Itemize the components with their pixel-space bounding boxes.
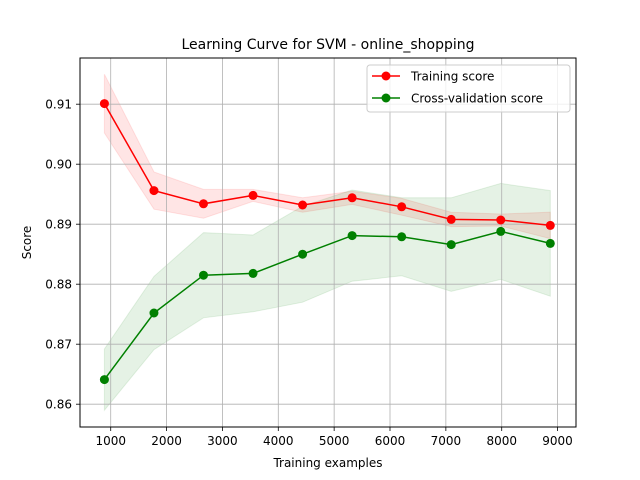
x-tick-label-5: 6000 — [375, 434, 406, 448]
legend-marker-1 — [381, 93, 391, 103]
legend-label-0: Training score — [410, 70, 494, 84]
plot-frame — [79, 57, 577, 428]
point-0-4 — [298, 200, 308, 210]
point-0-6 — [397, 202, 407, 212]
point-1-2 — [198, 270, 208, 280]
point-0-0 — [99, 99, 109, 109]
point-0-1 — [149, 186, 159, 196]
point-1-9 — [545, 238, 555, 248]
point-0-3 — [248, 190, 258, 200]
chart-title: Learning Curve for SVM - online_shopping — [181, 37, 474, 53]
x-tick-label-0: 1000 — [95, 434, 126, 448]
y-axis-label: Score — [20, 226, 34, 260]
series-lines — [99, 99, 555, 385]
x-tick-label-6: 7000 — [431, 434, 462, 448]
series-line-0 — [103, 103, 551, 227]
x-tick-label-7: 8000 — [486, 434, 517, 448]
point-1-5 — [347, 231, 357, 241]
point-0-7 — [446, 214, 456, 224]
legend: Training score Cross-validation score — [366, 64, 571, 113]
point-0-9 — [545, 220, 555, 230]
x-tick-label-8: 9000 — [542, 434, 573, 448]
series-line-1 — [103, 230, 551, 381]
y-tick-label-1: 0.87 — [45, 338, 72, 352]
legend-label-1: Cross-validation score — [411, 92, 543, 106]
legend-marker-0 — [381, 71, 391, 81]
y-tick-label-2: 0.88 — [45, 278, 72, 292]
point-1-3 — [248, 268, 258, 278]
y-tick-label-0: 0.86 — [45, 398, 72, 412]
axis-ticks: 1000 2000 3000 4000 5000 6000 7000 8000 9000 0.86… — [45, 98, 573, 448]
x-axis-label: Training examples — [272, 456, 382, 470]
point-0-8 — [496, 215, 506, 225]
legend-box — [366, 64, 571, 113]
point-0-2 — [198, 199, 208, 209]
y-tick-label-4: 0.90 — [45, 158, 72, 172]
y-tick-label-5: 0.91 — [45, 98, 72, 112]
x-tick-label-3: 4000 — [263, 434, 294, 448]
gridlines — [80, 58, 576, 427]
point-0-5 — [347, 193, 357, 203]
x-tick-label-2: 3000 — [207, 434, 238, 448]
point-1-6 — [397, 232, 407, 242]
y-tick-label-3: 0.89 — [45, 218, 72, 232]
std-bands — [103, 73, 551, 412]
point-1-7 — [446, 240, 456, 250]
point-1-4 — [298, 249, 308, 259]
point-1-8 — [496, 226, 506, 236]
point-1-1 — [149, 308, 159, 318]
std-band-0 — [103, 73, 551, 240]
x-tick-label-1: 2000 — [151, 434, 182, 448]
std-band-1 — [103, 182, 551, 412]
point-1-0 — [99, 375, 109, 385]
x-tick-label-4: 5000 — [319, 434, 350, 448]
